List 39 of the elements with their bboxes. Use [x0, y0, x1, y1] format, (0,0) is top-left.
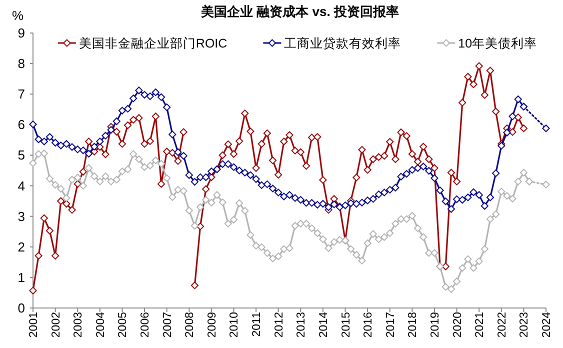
x-tick-label: 2018	[407, 312, 420, 338]
x-tick-label: 2013	[296, 312, 308, 338]
x-tick-label: 2014	[318, 311, 330, 338]
y-tick-label: 8	[18, 56, 25, 72]
x-tick-label: 2009	[206, 312, 218, 338]
x-tick-label: 2017	[384, 312, 397, 338]
x-tick-label: 2001	[28, 312, 40, 338]
x-tick-label: 2024	[541, 311, 553, 338]
x-tick-label: 2005	[117, 312, 130, 338]
x-tick-label: 2016	[362, 312, 375, 338]
x-tick-label: 2008	[184, 312, 196, 338]
x-tick-label: 2002	[50, 312, 62, 338]
x-tick-label: 2003	[72, 312, 85, 338]
y-axis-title: %	[12, 8, 24, 23]
y-tick-label: 2	[18, 239, 25, 254]
y-tick-label: 7	[18, 86, 25, 102]
chart-title: 美国企业 融资成本 vs. 投资回报率	[200, 4, 399, 19]
x-tick-label: 2015	[340, 312, 352, 338]
x-tick-label: 2021	[474, 312, 486, 338]
x-tick-label: 2023	[518, 312, 531, 338]
legend-label: 美国非金融企业部门ROIC	[78, 36, 228, 50]
x-tick-label: 2007	[162, 312, 174, 338]
y-tick-label: 6	[18, 117, 25, 132]
x-tick-label: 2019	[429, 312, 442, 338]
y-tick-label: 0	[18, 300, 25, 316]
y-tick-label: 5	[18, 148, 25, 163]
x-tick-label: 2012	[273, 312, 286, 338]
y-tick-label: 9	[18, 26, 25, 40]
x-tick-label: 2020	[452, 312, 464, 338]
x-tick-label: 2022	[496, 312, 508, 338]
legend-label: 工商业贷款有效利率	[284, 36, 402, 50]
x-tick-label: 2004	[94, 311, 107, 338]
x-tick-label: 2010	[228, 312, 241, 338]
x-tick-label: 2011	[251, 312, 264, 337]
y-tick-label: 1	[18, 270, 25, 285]
y-tick-label: 4	[18, 178, 25, 194]
y-tick-label: 3	[18, 208, 25, 224]
legend-label: 10年美债利率	[458, 36, 538, 50]
x-tick-label: 2006	[140, 312, 152, 338]
